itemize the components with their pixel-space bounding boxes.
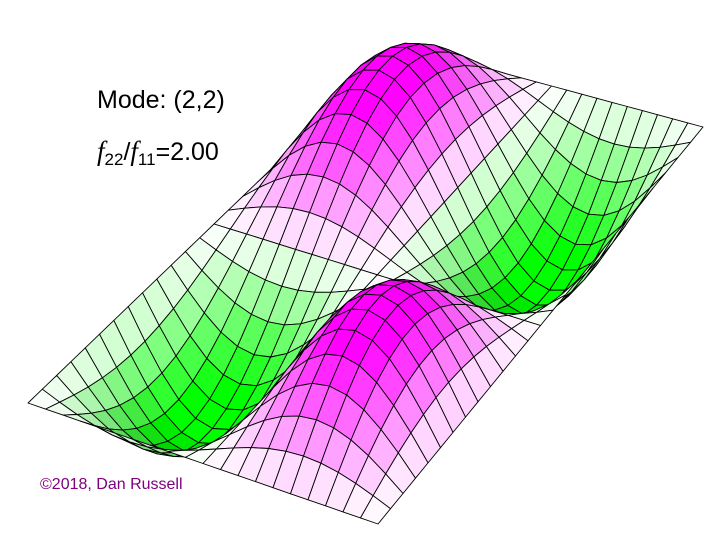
mesh-cell [360, 495, 391, 525]
ratio-value: =2.00 [155, 138, 219, 166]
surface-mesh [27, 42, 704, 525]
ratio-slash: / [123, 138, 131, 166]
ratio-numerator-symbol: f [97, 136, 105, 166]
frequency-ratio-label: f22/f11=2.00 [97, 136, 219, 170]
ratio-denominator-symbol: f [130, 136, 138, 166]
mode-label: Mode: (2,2) [97, 86, 225, 114]
copyright-notice: ©2018, Dan Russell [40, 476, 183, 493]
ratio-denominator-subscript: 11 [137, 150, 156, 169]
ratio-numerator-subscript: 22 [104, 150, 124, 169]
